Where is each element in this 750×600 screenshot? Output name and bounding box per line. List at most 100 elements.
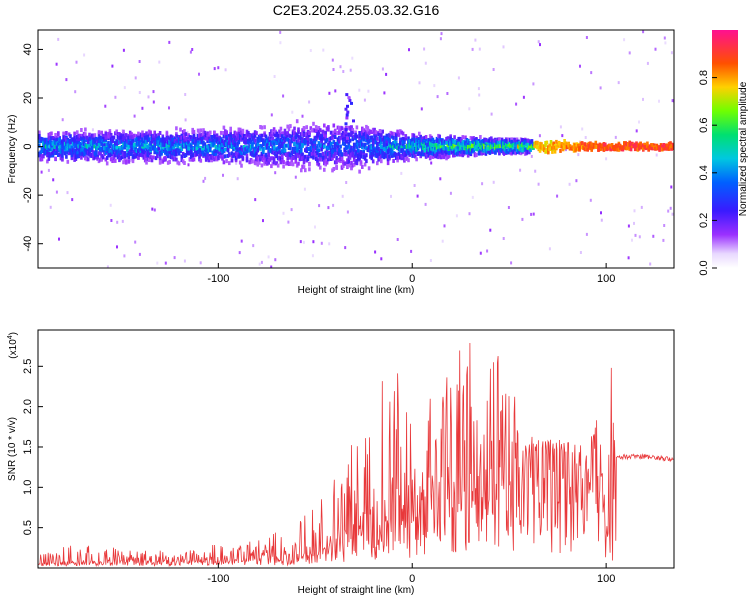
- spectrogram-cell: [390, 134, 394, 139]
- spectrogram-cell: [85, 157, 89, 162]
- spectrogram-cell: [333, 131, 337, 136]
- spectrogram-cell: [264, 134, 268, 139]
- spectrogram-cell: [496, 143, 500, 148]
- spectrogram-cell: [130, 138, 133, 143]
- spectrogram-cell: [324, 150, 327, 155]
- spectrogram-y-tick-label: 20: [22, 92, 34, 104]
- spectrogram-cell: [118, 153, 121, 158]
- spectrogram-cell: [297, 127, 300, 132]
- spectrogram-speckle: [439, 37, 442, 41]
- spectrogram-speckle: [358, 88, 361, 92]
- spectrogram-cell: [651, 143, 655, 148]
- spectrogram-speckle: [538, 134, 541, 138]
- spectrogram-cell: [52, 136, 56, 141]
- spectrogram-cell: [458, 141, 462, 146]
- spectrogram-cell: [99, 157, 102, 162]
- spectrogram-cell: [365, 134, 368, 139]
- spectrogram-cell: [400, 156, 403, 161]
- spectrogram-cell: [384, 135, 387, 140]
- spectrogram-speckle: [344, 246, 347, 250]
- spectrogram-cell: [209, 130, 212, 135]
- spectrogram-cell: [38, 130, 41, 135]
- spectrogram-speckle: [274, 258, 277, 262]
- spectrogram-cell: [126, 148, 129, 153]
- spectrogram-cell: [616, 144, 619, 149]
- spectrogram-cell: [346, 139, 349, 144]
- spectrogram-cell: [445, 150, 448, 155]
- spectrogram-cell: [71, 141, 75, 146]
- spectrogram-cell: [523, 147, 527, 152]
- spectrogram-cell: [441, 149, 444, 154]
- spectrogram-speckle: [519, 168, 522, 172]
- spectrogram-cell: [211, 150, 215, 155]
- spectrogram-cell: [61, 139, 64, 144]
- spectrogram-speckle: [141, 106, 144, 110]
- spectrogram-cell: [293, 126, 296, 131]
- spectrogram-cell: [95, 146, 98, 151]
- spectrogram-cell: [150, 158, 154, 163]
- spectrogram-cell: [285, 132, 288, 137]
- spectrogram-speckle: [61, 118, 64, 122]
- spectrogram-cell: [371, 152, 375, 157]
- spectrogram-cell: [152, 133, 155, 138]
- spectrogram-cell: [139, 134, 143, 139]
- spectrogram-cell: [343, 148, 346, 153]
- spectrogram-cell: [589, 144, 592, 149]
- spectrogram-cell: [506, 149, 509, 154]
- spectrogram-cell: [457, 144, 460, 149]
- spectrogram-speckle: [502, 45, 505, 49]
- spectrogram-cell: [338, 130, 341, 135]
- spectrogram-cell: [105, 155, 109, 160]
- spectrogram-cell: [317, 162, 321, 167]
- spectrogram-cell: [346, 158, 349, 163]
- spectrogram-cell: [536, 140, 539, 145]
- spectrogram-speckle: [327, 206, 330, 210]
- spectrogram-cell: [441, 153, 444, 158]
- spectrogram-cell: [412, 143, 416, 148]
- spectrogram-cell: [551, 146, 554, 151]
- spectrogram-cell: [646, 141, 649, 146]
- spectrogram-speckle: [474, 38, 477, 42]
- spectrogram-cell: [370, 135, 374, 140]
- spectrogram-cell: [89, 140, 93, 145]
- spectrogram-cell: [547, 145, 550, 150]
- spectrogram-cell: [371, 127, 375, 132]
- spectrogram-cell: [175, 152, 178, 157]
- spectrogram-cell: [213, 135, 216, 140]
- spectrogram-cell: [327, 127, 330, 132]
- spectrogram-cell: [161, 142, 165, 147]
- spectrogram-cell: [259, 135, 262, 140]
- spectrogram-cell: [344, 130, 348, 135]
- spectrogram-cell: [118, 136, 121, 141]
- spectrogram-cell: [310, 128, 314, 133]
- spectrogram-speckle: [74, 90, 77, 94]
- spectrogram-cell: [446, 136, 450, 141]
- spectrogram-speckle: [341, 194, 344, 198]
- spectrogram-cell: [521, 148, 524, 153]
- spectrogram-cell: [392, 151, 395, 156]
- spectrogram-cell: [424, 135, 428, 139]
- spectrogram-cell: [177, 161, 181, 166]
- spectrogram-cell: [228, 152, 231, 157]
- colorbar-label: Normalized spectral amplitude: [738, 81, 749, 216]
- spectrogram-cell: [405, 149, 409, 154]
- spectrogram-cell: [230, 142, 234, 147]
- spectrogram-cell: [468, 140, 471, 145]
- spectrogram-cell: [143, 158, 147, 163]
- spectrogram-cell: [412, 145, 416, 150]
- spectrogram-cell: [623, 144, 626, 149]
- spectrogram-cell: [101, 147, 105, 152]
- spectrogram-cell: [481, 144, 485, 149]
- spectrogram-cell: [119, 133, 122, 138]
- spectrogram-cell: [625, 146, 629, 151]
- spectrogram-cell: [63, 149, 67, 153]
- spectrogram-speckle: [367, 89, 370, 93]
- spectrogram-cell: [185, 137, 189, 142]
- spectrogram-cell: [282, 164, 285, 169]
- spectrogram-cell: [392, 135, 395, 140]
- spectrogram-cell: [93, 144, 97, 149]
- spectrogram-cell: [230, 137, 234, 142]
- spectrogram-cell: [297, 130, 300, 134]
- spectrogram-cell: [52, 140, 56, 145]
